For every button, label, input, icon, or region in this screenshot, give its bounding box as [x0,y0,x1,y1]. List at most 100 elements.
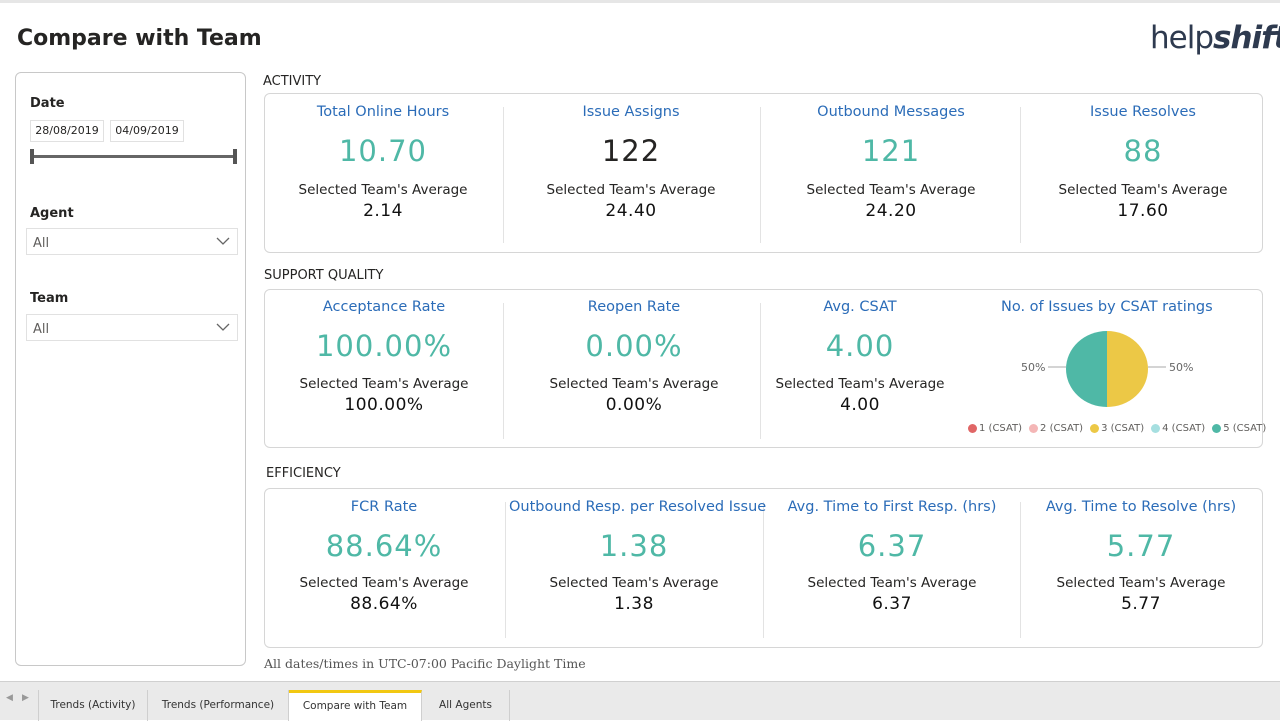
legend-dot-icon [1151,424,1161,433]
divider [760,107,761,243]
team-average-label: Selected Team's Average [299,376,469,392]
legend-label: 1 (CSAT) [979,423,1023,434]
pie-leader-line-left [1048,366,1066,368]
logo-text-help: help [1150,20,1214,56]
kpi-value: 0.00% [585,329,683,363]
divider [1020,107,1021,243]
kpi-acceptance-rate: Acceptance Rate 100.00% Selected Team's … [284,299,484,415]
team-average-label: Selected Team's Average [546,182,716,198]
divider [763,502,764,638]
kpi-value: 5.77 [1106,529,1176,563]
kpi-value: 6.37 [857,529,927,563]
logo-text-shift: shift [1213,20,1280,56]
legend-item[interactable]: 5 (CSAT) [1212,423,1266,434]
tab-compare-with-team[interactable]: Compare with Team [289,690,422,721]
kpi-value: 1.38 [599,529,669,563]
kpi-value: 100.00% [315,329,453,363]
helpshift-logo: helpshift® [1150,20,1280,56]
date-start-input[interactable]: 28/08/2019 [30,120,104,142]
chevron-down-icon [216,237,230,245]
team-average-value: 24.20 [865,201,917,221]
team-average-value: 4.00 [840,395,880,415]
agent-dropdown-value: All [33,236,50,251]
date-filter-label: Date [30,96,65,111]
tab-scroll-right-icon[interactable]: ▶ [22,693,29,703]
kpi-label: Acceptance Rate [322,299,446,315]
support-quality-section-title: SUPPORT QUALITY [264,268,384,283]
team-average-value: 24.40 [605,201,657,221]
divider [1020,502,1021,638]
legend-item[interactable]: 2 (CSAT) [1029,423,1083,434]
kpi-avg-time-first-resp: Avg. Time to First Resp. (hrs) 6.37 Sele… [782,499,1002,614]
kpi-outbound-resp-per-resolved: Outbound Resp. per Resolved Issue 1.38 S… [509,499,767,614]
team-average-label: Selected Team's Average [549,376,719,392]
activity-card [264,93,1263,253]
page-tab-bar: ◀ ▶ Trends (Activity) Trends (Performanc… [0,681,1280,721]
pie-left-percent: 50% [1021,361,1046,374]
team-average-value: 2.14 [363,201,403,221]
kpi-label: Avg. Time to Resolve (hrs) [1045,499,1237,515]
team-dropdown[interactable]: All [26,314,238,341]
kpi-label: FCR Rate [350,499,418,515]
pie-slice-csat-3 [1107,331,1148,407]
pie-slice-csat-5 [1066,331,1107,407]
date-end-input[interactable]: 04/09/2019 [110,120,184,142]
kpi-issue-resolves: Issue Resolves 88 Selected Team's Averag… [1043,104,1243,221]
legend-dot-icon [1212,424,1222,433]
legend-label: 3 (CSAT) [1101,423,1145,434]
date-slider-track[interactable] [32,155,236,158]
legend-label: 5 (CSAT) [1223,423,1267,434]
team-average-label: Selected Team's Average [299,575,469,591]
kpi-outbound-messages: Outbound Messages 121 Selected Team's Av… [791,104,991,221]
agent-filter-label: Agent [30,206,74,221]
kpi-total-online-hours: Total Online Hours 10.70 Selected Team's… [283,104,483,221]
legend-label: 4 (CSAT) [1162,423,1206,434]
top-border [0,0,1280,3]
kpi-value: 4.00 [825,329,895,363]
kpi-avg-time-to-resolve: Avg. Time to Resolve (hrs) 5.77 Selected… [1031,499,1251,614]
kpi-fcr-rate: FCR Rate 88.64% Selected Team's Average … [284,499,484,614]
tab-trends-performance[interactable]: Trends (Performance) [148,690,289,721]
kpi-avg-csat: Avg. CSAT 4.00 Selected Team's Average 4… [770,299,950,415]
efficiency-section-title: EFFICIENCY [266,466,341,481]
kpi-value: 122 [601,134,661,168]
tab-trends-activity[interactable]: Trends (Activity) [38,690,148,721]
chevron-down-icon [216,323,230,331]
date-slider-start-handle[interactable] [30,149,34,164]
kpi-label: Issue Assigns [582,104,680,120]
legend-dot-icon [1090,424,1100,433]
legend-item[interactable]: 3 (CSAT) [1090,423,1144,434]
team-average-label: Selected Team's Average [549,575,719,591]
csat-pie-title: No. of Issues by CSAT ratings [1001,299,1213,315]
legend-item[interactable]: 1 (CSAT) [968,423,1022,434]
activity-section-title: ACTIVITY [263,74,322,89]
agent-dropdown[interactable]: All [26,228,238,255]
team-average-value: 88.64% [350,594,418,614]
kpi-label: Issue Resolves [1090,104,1196,120]
tab-all-agents[interactable]: All Agents [422,690,510,721]
divider [505,502,506,638]
kpi-label: Avg. Time to First Resp. (hrs) [787,499,997,515]
team-average-value: 100.00% [344,395,424,415]
legend-label: 2 (CSAT) [1040,423,1084,434]
filter-panel: Date 28/08/2019 04/09/2019 Agent All Tea… [15,72,246,666]
pie-leader-line-right [1148,366,1166,368]
divider [760,303,761,439]
kpi-reopen-rate: Reopen Rate 0.00% Selected Team's Averag… [534,299,734,415]
team-average-value: 0.00% [605,395,663,415]
kpi-value: 88 [1123,134,1163,168]
legend-dot-icon [968,424,977,433]
team-average-value: 1.38 [614,594,654,614]
team-average-value: 6.37 [872,594,912,614]
date-slider-end-handle[interactable] [233,149,237,164]
team-dropdown-value: All [33,322,50,337]
page-title: Compare with Team [17,26,262,51]
kpi-value: 121 [861,134,921,168]
kpi-label: Avg. CSAT [823,299,897,315]
kpi-label: Outbound Resp. per Resolved Issue [509,499,767,515]
csat-pie-chart[interactable] [1066,331,1148,411]
legend-item[interactable]: 4 (CSAT) [1151,423,1205,434]
kpi-label: Reopen Rate [587,299,681,315]
tab-scroll-left-icon[interactable]: ◀ [6,693,13,703]
kpi-label: Outbound Messages [817,104,965,120]
